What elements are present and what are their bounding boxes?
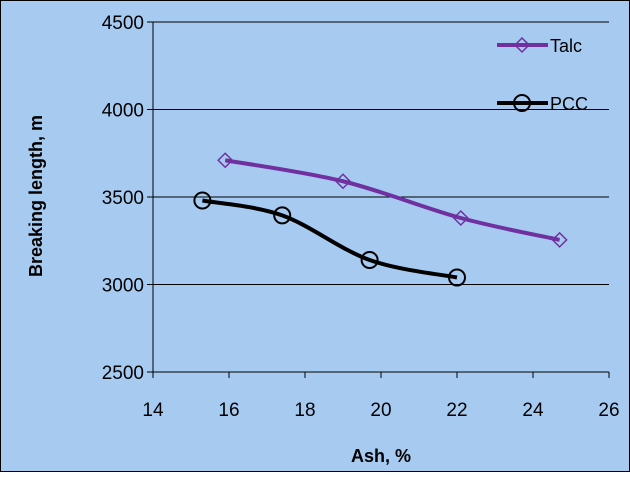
x-tick-label: 24: [522, 400, 544, 421]
y-axis-title: Breaking length, m: [26, 115, 46, 277]
data-point-pcc: [448, 268, 466, 287]
y-tick-label: 3500: [102, 188, 144, 209]
x-tick-label: 16: [218, 400, 239, 421]
axes: 2500 3000 3500 4000 4500 14 16 18 20 22 24 26: [102, 13, 620, 421]
x-tick-label: 20: [370, 400, 391, 421]
data-point-talc: [217, 152, 234, 169]
legend-label-pcc: PCC: [550, 94, 588, 114]
series-line-talc: [224, 158, 561, 242]
data-point-talc: [452, 209, 469, 227]
data-point-talc: [551, 231, 568, 248]
y-tick-label: 2500: [102, 363, 144, 384]
legend-marker-pcc: [513, 94, 531, 112]
x-tick-label: 14: [142, 400, 164, 421]
series-line-pcc: [202, 198, 458, 280]
x-tick-label: 26: [598, 400, 619, 421]
y-tick-label: 4500: [102, 13, 144, 34]
legend: Talc PCC: [497, 36, 588, 114]
data-point-pcc: [273, 206, 292, 225]
data-point-talc: [334, 173, 352, 190]
x-tick-label: 22: [446, 400, 467, 421]
x-tick-label: 18: [294, 400, 315, 421]
series-layer: [193, 152, 568, 287]
legend-marker-talc: [513, 36, 531, 54]
data-point-pcc: [193, 191, 212, 210]
legend-label-talc: Talc: [550, 36, 582, 56]
y-tick-label: 3000: [102, 276, 144, 297]
x-axis-title: Ash, %: [351, 446, 411, 466]
gridlines: [153, 21, 609, 285]
data-point-pcc: [360, 251, 379, 269]
y-tick-label: 4000: [102, 101, 144, 122]
